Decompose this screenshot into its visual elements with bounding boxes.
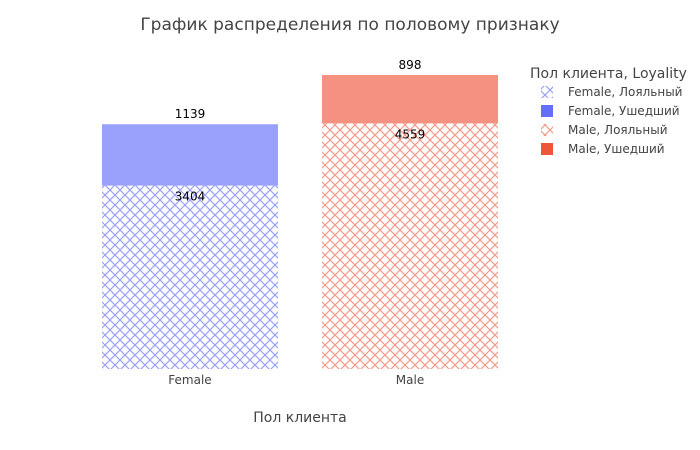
legend-title: Пол клиента, Loyality xyxy=(530,66,687,82)
bar-female-лояльный xyxy=(102,185,278,369)
legend-swatch xyxy=(541,143,553,155)
legend-item[interactable]: Male, Ушедший xyxy=(541,142,665,156)
x-axis-label: Пол клиента xyxy=(253,410,347,426)
data-label: 898 xyxy=(399,58,422,72)
legend-swatch xyxy=(541,124,553,136)
legend-item[interactable]: Male, Лояльный xyxy=(541,123,668,137)
legend-item[interactable]: Female, Лояльный xyxy=(541,85,682,99)
x-tick-label: Male xyxy=(396,373,424,387)
legend-swatch xyxy=(541,105,553,117)
data-label: 1139 xyxy=(175,107,206,121)
x-tick-label: Female xyxy=(168,373,211,387)
legend-label: Female, Ушедший xyxy=(568,104,680,118)
data-label: 3404 xyxy=(175,190,206,204)
legend-item[interactable]: Female, Ушедший xyxy=(541,104,680,118)
legend: Пол клиента, Loyality Female, Лояльный Fe… xyxy=(530,66,687,156)
bar-fill xyxy=(102,124,278,186)
data-label: 4559 xyxy=(395,127,426,141)
chart-title: График распределения по половому признак… xyxy=(140,15,559,35)
bar-fill xyxy=(322,123,498,369)
bar-male-ушедший xyxy=(322,75,498,124)
plot-area: 3404 1139 4559 898 Female Male xyxy=(102,58,498,387)
bar-male-лояльный xyxy=(322,123,498,369)
legend-label: Male, Лояльный xyxy=(568,123,668,137)
legend-swatch xyxy=(541,86,553,98)
legend-label: Male, Ушедший xyxy=(568,142,665,156)
legend-label: Female, Лояльный xyxy=(568,85,682,99)
bar-female-ушедший xyxy=(102,124,278,186)
bar-fill xyxy=(102,185,278,369)
bar-fill xyxy=(322,75,498,124)
